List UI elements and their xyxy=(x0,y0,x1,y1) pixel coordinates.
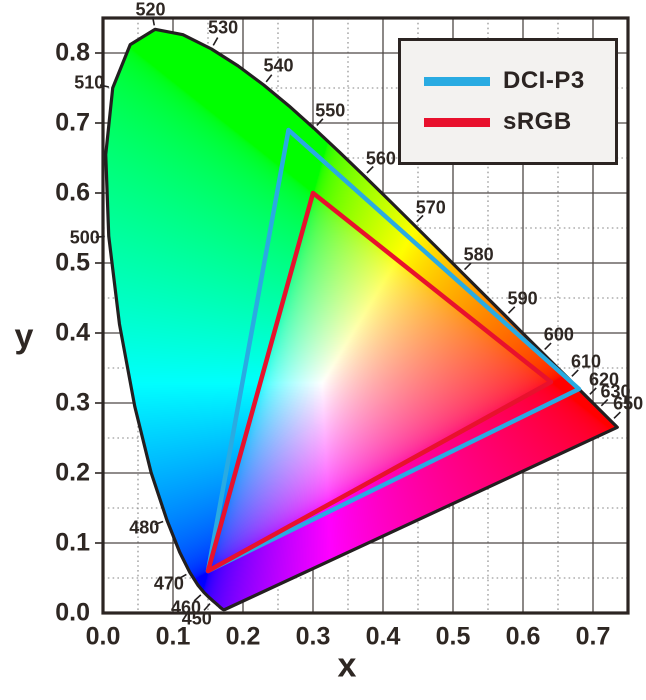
legend: DCI-P3 sRGB xyxy=(398,38,618,165)
x-axis-title: x xyxy=(337,646,357,685)
srgb-label: sRGB xyxy=(503,108,572,135)
dci-p3-line-swatch xyxy=(424,76,490,86)
dci-p3-label: DCI-P3 xyxy=(503,67,585,94)
y-axis-title: y xyxy=(14,317,34,356)
srgb-line-swatch xyxy=(424,117,490,127)
legend-item-srgb: sRGB xyxy=(424,108,615,135)
legend-item-dci-p3: DCI-P3 xyxy=(424,67,615,94)
